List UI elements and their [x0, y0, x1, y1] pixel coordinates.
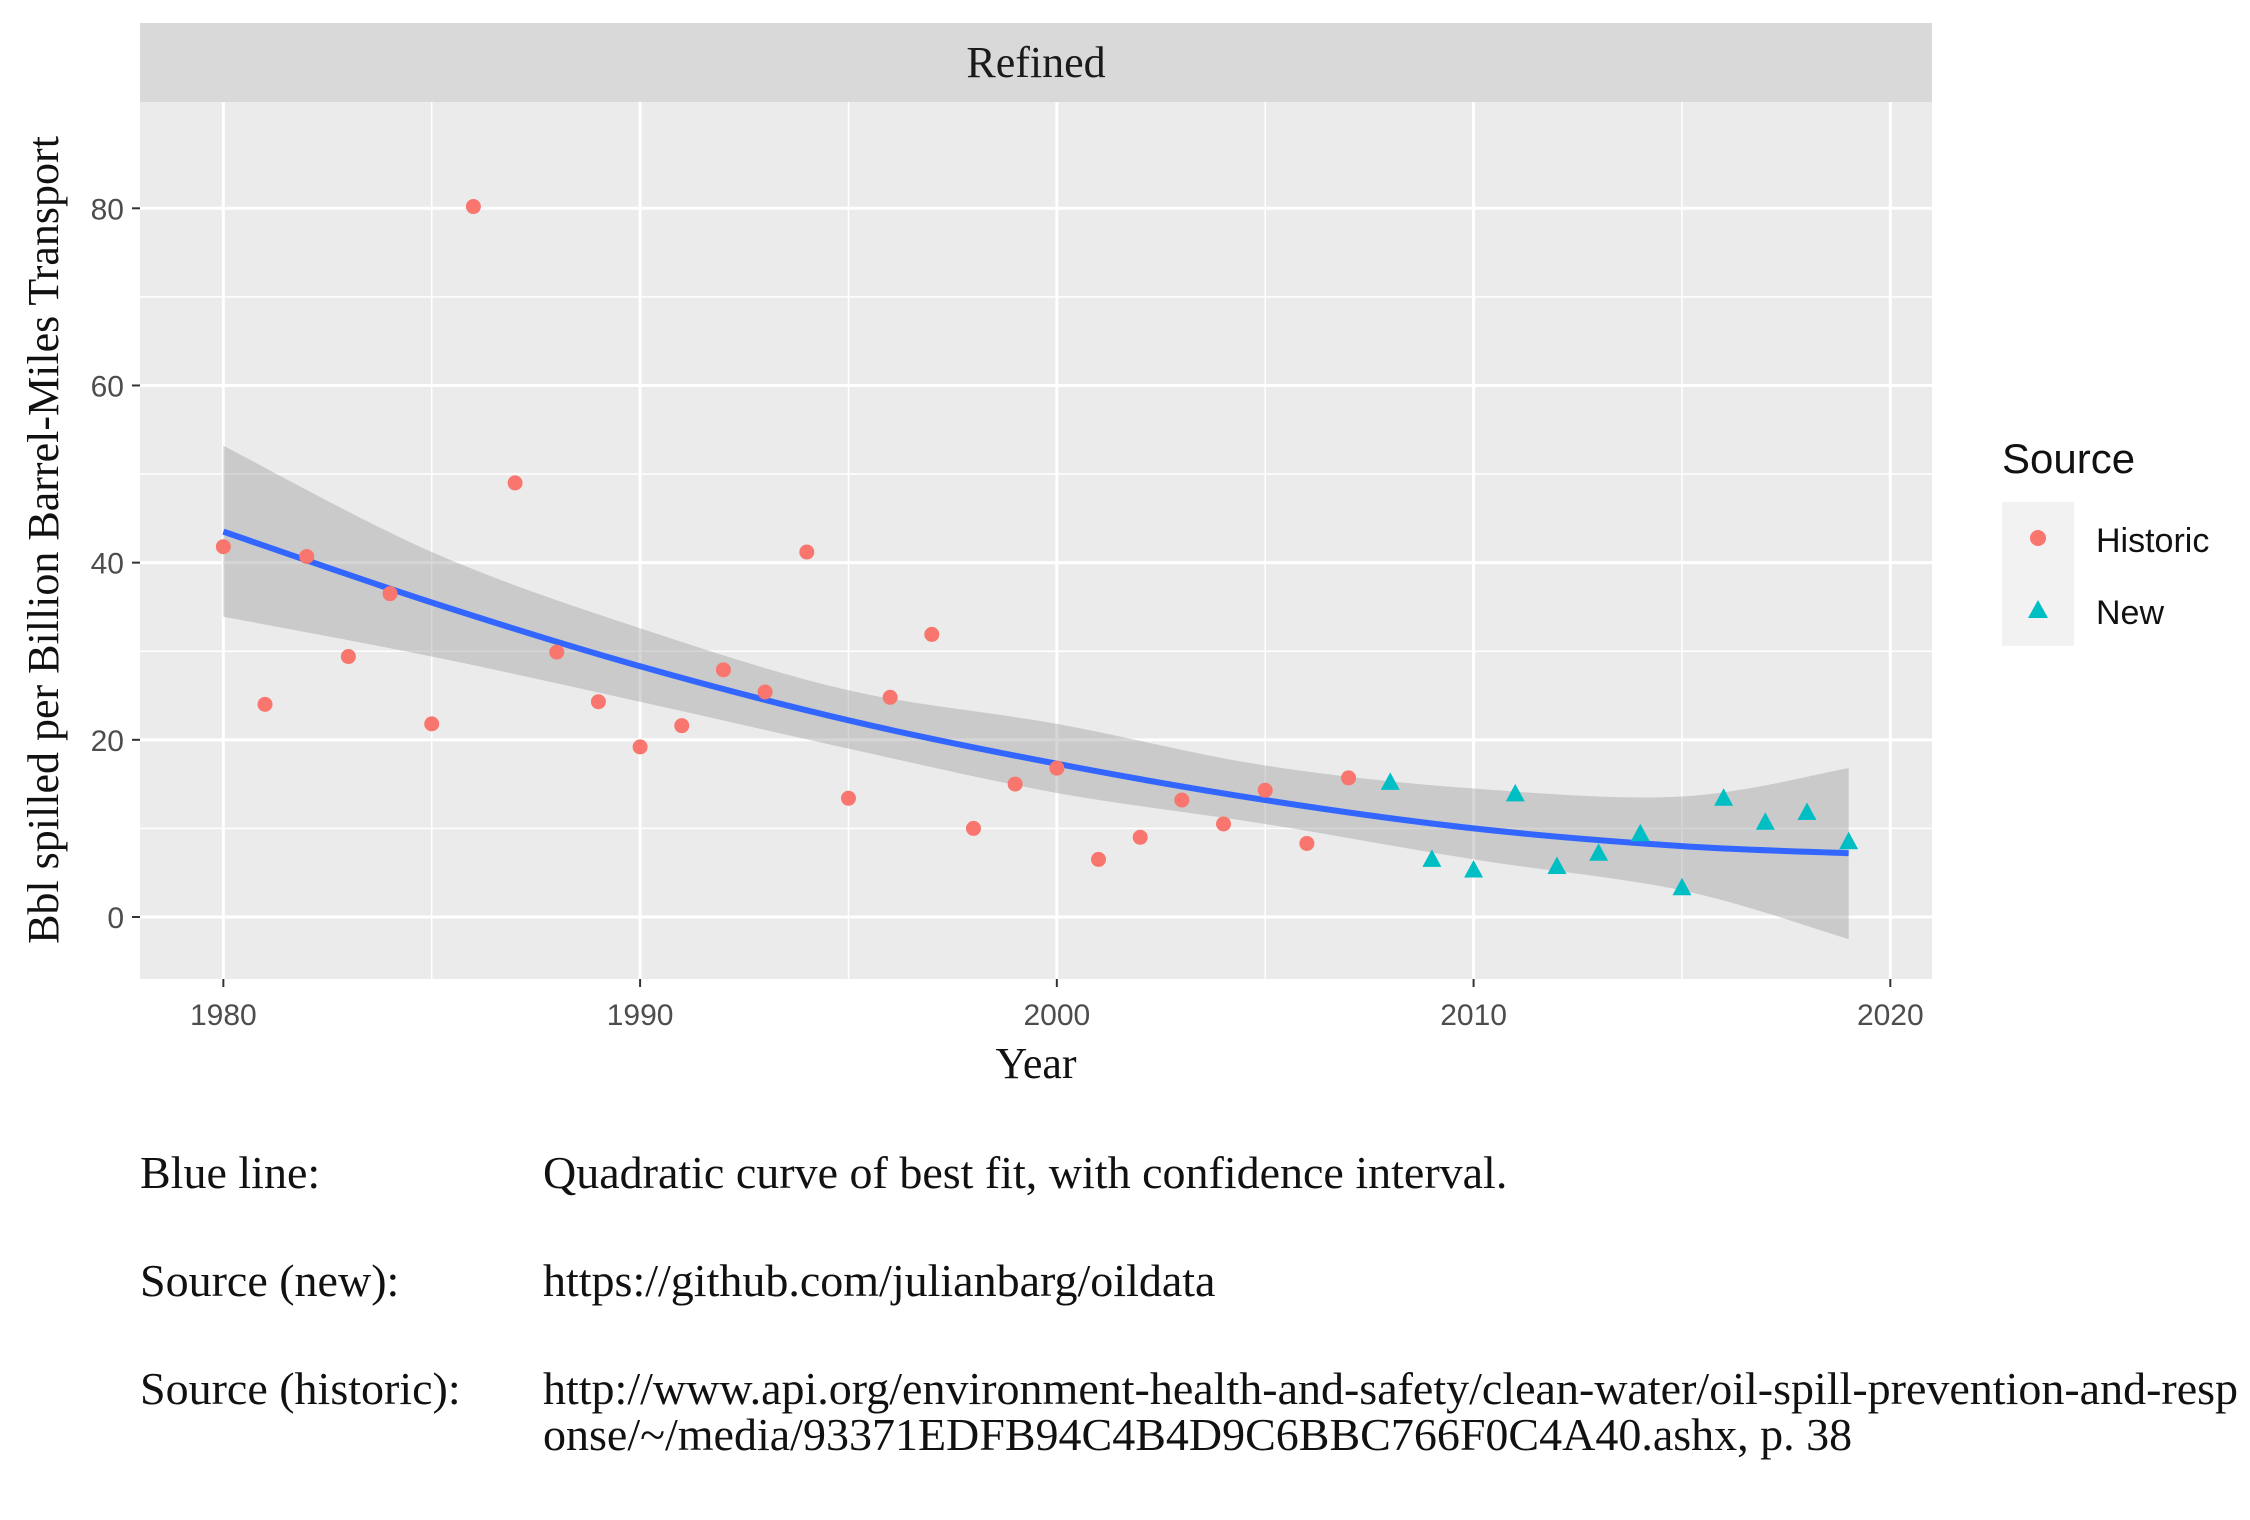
- legend-new-label: New: [2096, 594, 2164, 632]
- point-new: [1839, 831, 1859, 850]
- note-link-new: https://github.com/julianbarg/oildata: [543, 1255, 1216, 1306]
- legend-new-marker: [2028, 600, 2048, 618]
- point-historic: [1299, 835, 1315, 851]
- y-tick-label: 80: [91, 193, 124, 226]
- note-source-new: Source (new): https://github.com/julianb…: [140, 1258, 2243, 1304]
- point-historic: [1257, 782, 1273, 798]
- note-link-historic: http://www.api.org/environment-health-an…: [543, 1363, 2239, 1460]
- point-historic: [1132, 829, 1148, 845]
- point-historic: [590, 694, 606, 710]
- note-blue-line: Blue line: Quadratic curve of best fit, …: [140, 1150, 2243, 1196]
- point-new: [1714, 788, 1734, 806]
- facet-strip: [140, 23, 1932, 102]
- point-new: [1672, 877, 1692, 896]
- data-points: [215, 199, 1859, 896]
- point-historic: [924, 626, 940, 642]
- point-new: [1589, 843, 1609, 861]
- point-new: [1755, 812, 1775, 830]
- x-tick-label: 2010: [1440, 999, 1507, 1032]
- grid-major: [140, 102, 1932, 979]
- y-axis-title: Bbl spilled per Billion Barrel-Miles Tra…: [19, 136, 68, 944]
- note-source-historic: Source (historic): http://www.api.org/en…: [140, 1366, 2243, 1458]
- point-historic: [382, 586, 398, 602]
- facet-title: Refined: [966, 38, 1105, 87]
- point-historic: [549, 644, 565, 660]
- point-new: [1422, 849, 1442, 867]
- point-historic: [215, 539, 231, 555]
- y-axis-ticks: 0 20 40 60 80: [91, 193, 140, 935]
- point-new: [1630, 823, 1650, 842]
- point-new: [1547, 856, 1567, 874]
- note-label: Blue line:: [140, 1147, 321, 1198]
- confidence-band-area: [223, 445, 1849, 940]
- point-historic: [1216, 816, 1232, 832]
- point-historic: [299, 548, 315, 564]
- point-historic: [1174, 792, 1190, 808]
- x-axis-ticks: 1980 1990 2000 2010 2020: [190, 979, 1924, 1032]
- plot-panel: [140, 102, 1932, 979]
- note-label: Source (historic):: [140, 1363, 461, 1414]
- point-historic: [799, 544, 815, 560]
- footnotes: Blue line: Quadratic curve of best fit, …: [140, 1150, 2243, 1520]
- point-historic: [465, 199, 481, 215]
- point-historic: [1049, 760, 1065, 776]
- point-historic: [1007, 776, 1023, 792]
- point-new: [1464, 860, 1484, 878]
- x-axis-title: Year: [995, 1039, 1076, 1088]
- point-historic: [340, 649, 356, 665]
- y-tick-label: 60: [91, 370, 124, 403]
- note-label: Source (new):: [140, 1255, 400, 1306]
- point-historic: [715, 662, 731, 678]
- legend-historic-label: Historic: [2096, 522, 2209, 560]
- point-historic: [840, 790, 856, 806]
- chart-svg: Refined 1980 1990 2000 2010 2020 0 20 40 60 80 Y…: [19, 23, 2209, 1088]
- point-historic: [674, 718, 690, 734]
- point-historic: [1091, 851, 1107, 867]
- point-historic: [507, 475, 523, 491]
- y-tick-label: 40: [91, 548, 124, 581]
- x-tick-label: 1980: [190, 999, 257, 1032]
- legend-title: Source: [2002, 435, 2135, 482]
- point-historic: [965, 820, 981, 836]
- point-historic: [882, 689, 898, 705]
- point-new: [1797, 802, 1817, 820]
- grid-minor: [140, 102, 1932, 979]
- point-historic: [1341, 770, 1357, 786]
- legend-historic-marker: [2030, 530, 2046, 546]
- point-historic: [757, 684, 773, 700]
- confidence-band: [223, 445, 1849, 940]
- y-tick-label: 0: [107, 902, 124, 935]
- point-new: [1380, 772, 1400, 790]
- y-tick-label: 20: [91, 725, 124, 758]
- x-tick-label: 2000: [1023, 999, 1090, 1032]
- point-historic: [632, 739, 648, 755]
- note-text: Quadratic curve of best fit, with confid…: [543, 1147, 1508, 1198]
- x-tick-label: 1990: [607, 999, 674, 1032]
- point-historic: [257, 696, 273, 712]
- point-historic: [424, 716, 440, 732]
- x-tick-label: 2020: [1857, 999, 1924, 1032]
- point-new: [1505, 783, 1525, 802]
